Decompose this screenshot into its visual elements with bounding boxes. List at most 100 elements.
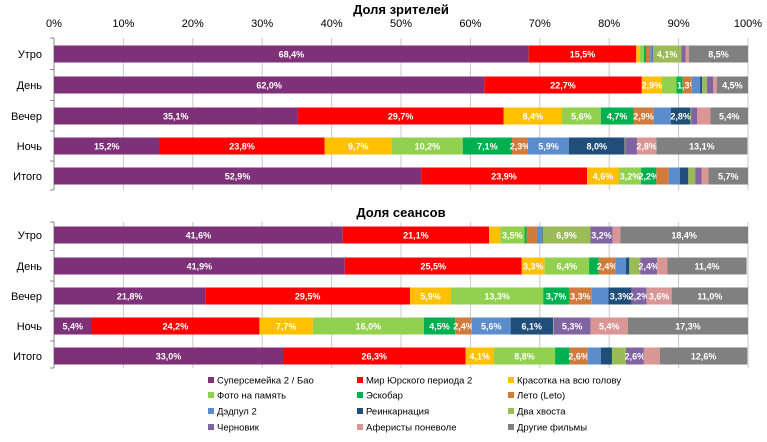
data-label: 2,9% bbox=[642, 81, 663, 91]
bar-segment bbox=[631, 287, 647, 305]
data-label: 8,4% bbox=[523, 112, 544, 122]
bar-segment bbox=[587, 347, 601, 365]
x-tick-label: 40% bbox=[321, 18, 343, 30]
bar-segment bbox=[615, 257, 626, 275]
legend-swatch bbox=[508, 392, 514, 398]
bar-segment bbox=[656, 167, 669, 185]
bar-segment bbox=[54, 45, 529, 63]
data-label: 5,6% bbox=[481, 322, 502, 332]
data-label: 13,3% bbox=[484, 292, 510, 302]
bar-segment bbox=[589, 257, 599, 275]
x-tick-label: 10% bbox=[112, 18, 134, 30]
bar-segment bbox=[259, 317, 313, 335]
data-label: 13,1% bbox=[689, 142, 715, 152]
data-label: 11,0% bbox=[697, 292, 722, 302]
bar-segment bbox=[54, 137, 160, 155]
data-label: 5,4% bbox=[599, 322, 620, 332]
bar-segment bbox=[640, 257, 658, 275]
bar-segment bbox=[676, 76, 683, 94]
bar-segment bbox=[639, 45, 644, 63]
bar-segment bbox=[689, 45, 748, 63]
category-label: Ночь bbox=[17, 321, 43, 333]
legend-swatch bbox=[208, 377, 214, 383]
bar-segment bbox=[690, 107, 692, 125]
legend-label: Два хвоста bbox=[517, 407, 566, 418]
category-label: Ночь bbox=[17, 141, 43, 153]
data-label: 17,3% bbox=[675, 322, 701, 332]
data-label: 8,0% bbox=[586, 142, 607, 152]
data-label: 4,1% bbox=[470, 352, 491, 362]
category-label: День bbox=[17, 80, 43, 92]
category-label: Итого bbox=[13, 171, 42, 183]
data-label: 2,8% bbox=[636, 142, 657, 152]
data-label: 2,4% bbox=[597, 262, 618, 272]
data-label: 15,2% bbox=[94, 142, 120, 152]
bar-segment bbox=[611, 347, 626, 365]
legend-label: Мир Юрского периода 2 bbox=[366, 376, 472, 387]
data-label: 5,9% bbox=[538, 142, 559, 152]
bar-segment bbox=[450, 287, 544, 305]
bar-segment bbox=[462, 137, 513, 155]
bar-segment bbox=[633, 107, 654, 125]
category-label: Утро bbox=[18, 230, 42, 242]
data-label: 3,2% bbox=[620, 172, 641, 182]
category-label: День bbox=[17, 261, 43, 273]
data-label: 8,5% bbox=[708, 50, 729, 60]
bar-segment bbox=[691, 107, 698, 125]
x-tick-label: 20% bbox=[182, 18, 204, 30]
bar-segment bbox=[586, 167, 619, 185]
bar-segment bbox=[652, 45, 682, 63]
legend-label: Эскобар bbox=[366, 391, 403, 402]
bar-segment bbox=[54, 287, 206, 305]
data-label: 2,3% bbox=[510, 142, 531, 152]
data-label: 23,9% bbox=[491, 172, 517, 182]
data-label: 41,6% bbox=[186, 231, 212, 241]
category-label: Вечер bbox=[11, 291, 42, 303]
bar-segment bbox=[344, 257, 522, 275]
x-tick-label: 80% bbox=[598, 18, 620, 30]
bar-segment bbox=[600, 107, 634, 125]
bar-segment bbox=[455, 317, 472, 335]
bar-segment bbox=[625, 137, 637, 155]
bar-segment bbox=[656, 137, 748, 155]
bar-segment bbox=[54, 257, 345, 275]
data-label: 5,4% bbox=[719, 112, 740, 122]
data-label: 24,2% bbox=[163, 322, 189, 332]
bar-segment bbox=[54, 167, 422, 185]
bar-segment bbox=[471, 317, 511, 335]
data-label: 41,9% bbox=[187, 262, 213, 272]
legend-label: Фото на память bbox=[217, 391, 286, 402]
bar-segment bbox=[54, 317, 92, 335]
bar-segment bbox=[542, 226, 591, 244]
bar-segment bbox=[423, 317, 456, 335]
bar-segment bbox=[598, 257, 616, 275]
data-label: 5,7% bbox=[718, 172, 739, 182]
bar-segment bbox=[645, 45, 651, 63]
data-label: 3,6% bbox=[649, 292, 670, 302]
data-label: 12,6% bbox=[691, 352, 717, 362]
bar-segment bbox=[552, 317, 554, 335]
bar-segment bbox=[526, 226, 538, 244]
chart-title: Доля зрителей bbox=[353, 2, 449, 17]
data-label: 18,4% bbox=[671, 231, 697, 241]
data-label: 26,3% bbox=[362, 352, 388, 362]
x-tick-label: 0% bbox=[46, 18, 62, 30]
data-label: 9,7% bbox=[348, 142, 369, 152]
bar-segment bbox=[685, 45, 690, 63]
bar-segment bbox=[591, 287, 609, 305]
legend-swatch bbox=[508, 408, 514, 414]
bar-segment bbox=[625, 347, 644, 365]
data-label: 2,6% bbox=[568, 352, 589, 362]
bar-segment bbox=[700, 76, 703, 94]
bar-segment bbox=[562, 107, 601, 125]
bar-segment bbox=[650, 45, 653, 63]
bar-segment bbox=[652, 45, 653, 63]
bar-segment bbox=[641, 76, 662, 94]
bar-segment bbox=[54, 226, 343, 244]
data-label: 3,3% bbox=[523, 262, 544, 272]
bar-segment bbox=[521, 257, 545, 275]
bar-segment bbox=[636, 137, 657, 155]
bar-segment bbox=[608, 287, 632, 305]
data-label: 22,7% bbox=[550, 81, 576, 91]
legend-label: Суперсемейка 2 / Бао bbox=[217, 376, 314, 387]
